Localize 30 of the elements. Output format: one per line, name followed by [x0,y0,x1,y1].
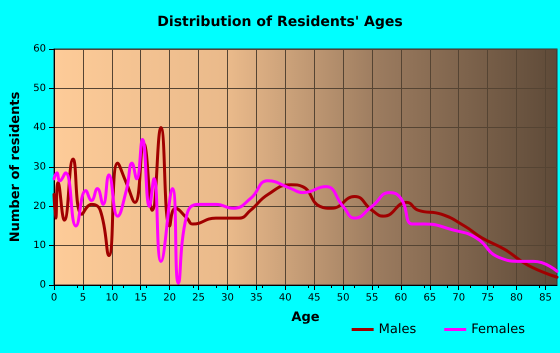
x-tick-label: 65 [423,292,436,304]
x-tick-label: 15 [134,292,148,304]
x-tick-label: 5 [80,292,86,304]
x-tick-label: 70 [452,292,466,304]
y-tick-label: 50 [33,82,46,94]
y-tick-label: 0 [40,280,46,290]
x-tick-label: 50 [336,292,350,304]
y-tick-label: 20 [33,200,46,212]
x-tick-label: 80 [510,292,523,304]
y-tick-label: 30 [33,162,46,172]
x-tick-label: 75 [481,292,494,304]
x-tick-label: 55 [366,292,378,304]
x-tick-label: 85 [539,292,552,304]
legend-label: Males [378,322,416,337]
x-tick-label: 25 [192,292,205,304]
x-tick-label: 60 [394,292,408,304]
x-tick-label: 45 [308,292,321,304]
y-tick-label: 10 [33,240,46,252]
y-axis-title: Number of residents [8,91,23,242]
x-axis-title: Age [291,310,320,325]
x-tick-label: 40 [278,292,292,304]
x-tick-label: 30 [221,292,234,304]
y-tick-label: 60 [33,44,46,54]
x-tick-label: 0 [50,292,58,304]
x-tick-label: 20 [163,292,176,304]
x-tick-label: 10 [105,292,118,304]
x-tick-label: 35 [250,292,263,304]
legend-label: Females [471,322,526,337]
chart-title: Distribution of Residents' Ages [157,14,403,30]
y-tick-label: 40 [33,122,46,134]
